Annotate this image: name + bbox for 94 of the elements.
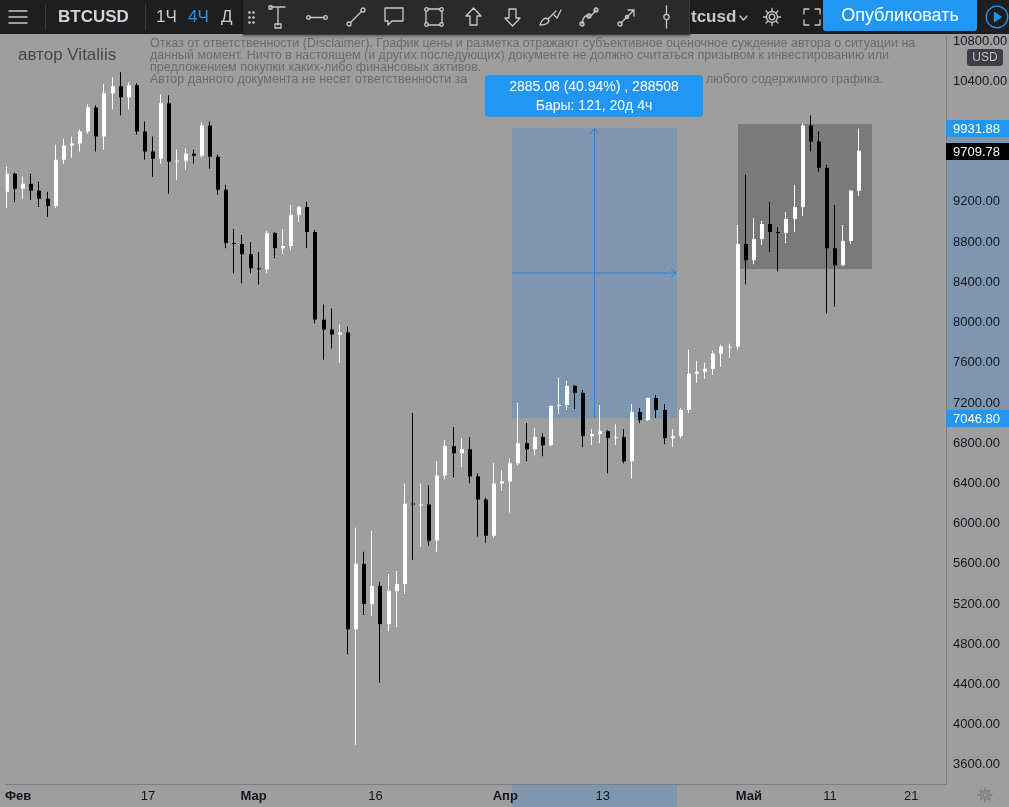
y-tick-label: 5200.00 [953,595,1000,611]
candlestick [598,404,602,444]
candlestick [127,81,131,110]
candlestick [111,76,115,110]
y-tick-label: 4400.00 [953,676,1000,692]
candlestick [78,129,82,153]
candlestick [395,570,399,628]
candlestick [476,472,480,538]
x-tick-label: 13 [595,788,610,804]
y-tick-label: 4000.00 [953,716,1000,732]
y-tick-label: 8000.00 [953,314,1000,330]
text: tcusd [691,7,737,27]
candlestick [184,148,188,171]
x-tick-label: 11 [823,788,837,804]
y-tick-label: 8400.00 [953,273,1000,289]
candlestick [833,204,837,307]
text: Д [221,7,233,27]
candlestick [37,181,41,208]
chart-title: BTCUSD [58,7,129,27]
callout-box: 2885.08 (40.94%) , 288508 Бары: 121, 20д 4ч [485,75,703,117]
text: 4Ч [188,7,209,27]
candlestick [760,220,764,246]
candlestick [240,234,244,284]
candlestick [752,217,756,265]
x-tick-label: Апр [492,788,518,804]
candlestick [46,191,50,218]
x-tick-label: Май [735,788,762,804]
candlestick [322,303,326,361]
candlestick [508,457,512,514]
candlestick [119,71,123,116]
y-tick-label: 3600.00 [953,756,1000,772]
y-tick-label: 10800.00 [953,32,1008,48]
candlestick [728,343,732,359]
candlestick [654,394,658,419]
candlestick [541,432,545,457]
x-tick-label: 16 [368,788,383,804]
candlestick [809,114,813,153]
y-tick-label: 7600.00 [953,354,1000,370]
y-tick-label: 6000.00 [953,515,1000,531]
candlestick [768,201,772,253]
candlestick [257,251,261,285]
candlestick [452,426,456,478]
x-tick-label: Фев [4,788,32,804]
candlestick [70,136,74,159]
y-tick-label: 6400.00 [953,474,1000,490]
candlestick [13,172,17,203]
candlestick [711,350,715,376]
text: 1Ч [156,7,177,27]
candlestick [62,138,66,165]
candlestick [606,429,610,474]
y-tick-label: 6800.00 [953,434,1000,450]
candlestick [784,211,788,244]
candlestick [525,422,529,462]
candlestick [175,149,179,181]
candlestick [573,384,577,410]
candlestick [695,360,699,384]
candlestick [565,380,569,411]
candlestick [776,226,780,272]
candlestick [143,120,147,161]
y-tick-label: 7200.00 [953,394,1000,410]
candlestick [744,174,748,285]
currency-badge: USD [967,49,1003,66]
y-tick-label: 9200.00 [953,193,1000,209]
candlestick [419,482,423,548]
candlestick [793,184,797,233]
candlestick [338,324,342,364]
candlestick [370,530,374,617]
candlestick [411,412,415,561]
x-tick-label: Мар [240,788,267,804]
candlestick [273,231,277,259]
candlestick [557,377,561,415]
candlestick [500,469,504,491]
candlestick [21,176,25,200]
candlestick [516,402,520,466]
candlestick [460,437,464,468]
candlestick [330,307,334,350]
y-tick-label: 5600.00 [953,555,1000,571]
candlestick [232,228,236,274]
y-tick-label: 10400.00 [953,72,1008,88]
candlestick [614,423,618,446]
x-tick-label: 17 [140,788,156,804]
annotation: автор Vitaliis [18,45,117,65]
candlestick [151,136,155,178]
candlestick [281,228,285,255]
candlestick [533,427,537,456]
candlestick [671,428,675,448]
candlestick [249,241,253,274]
publish-button: Опубликовать [823,0,977,31]
x-tick-label: 21 [904,788,919,804]
price-tag: 9931.88 [946,119,1009,137]
y-tick-label: 8800.00 [953,233,1000,249]
candlestick [29,173,33,201]
y-tick-label: 4800.00 [953,635,1000,651]
candlestick [719,344,723,368]
